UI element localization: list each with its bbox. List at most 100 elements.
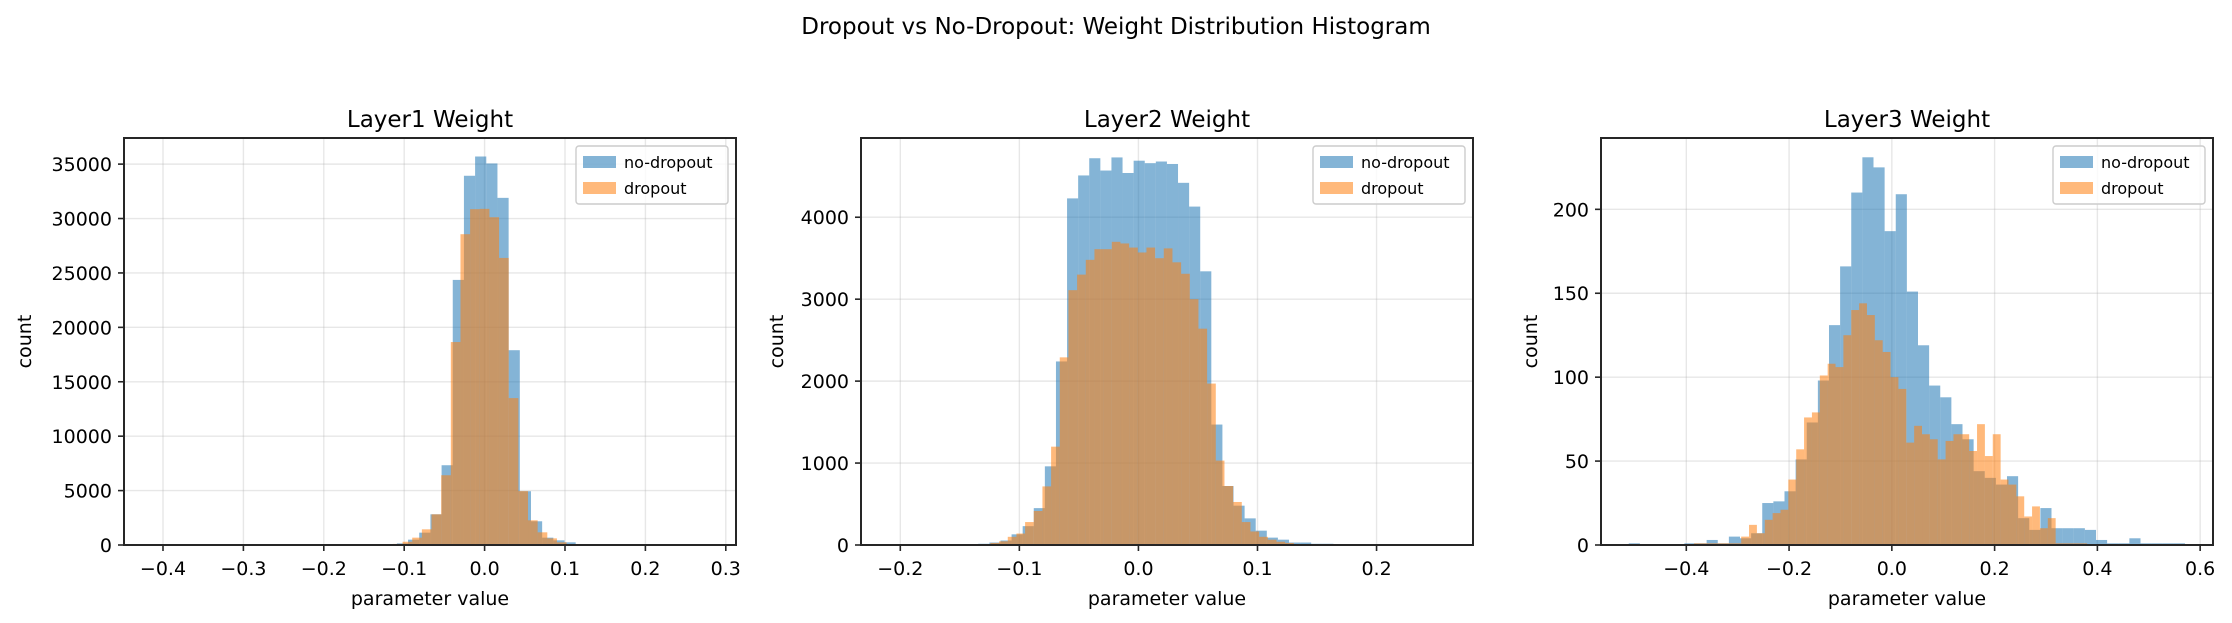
y-tick-label: 10000 xyxy=(52,426,112,448)
histogram-bar xyxy=(2040,508,2052,545)
histogram-bar xyxy=(1882,351,1891,545)
histogram-bar xyxy=(1953,434,1962,545)
histogram-bar xyxy=(1224,486,1234,545)
histogram-bar xyxy=(1267,539,1277,545)
histogram-bar xyxy=(999,541,1008,545)
histogram-bar xyxy=(431,514,442,545)
histogram-bar xyxy=(1706,539,1718,545)
series-dropout xyxy=(1694,303,2088,545)
subplot-1: −0.4 −0.3 −0.2 −0.1 0.0 0.1 0.2 0.3 0 5000 10000 15… xyxy=(14,107,741,610)
histogram-bar xyxy=(2024,516,2033,545)
histogram-bar xyxy=(1945,440,1954,545)
y-tick-label: 5000 xyxy=(64,481,112,503)
y-tick-label: 50 xyxy=(1565,451,1589,473)
histogram-bar xyxy=(1241,522,1251,545)
legend-label-dropout: dropout xyxy=(2101,179,2164,198)
histogram-bar xyxy=(1103,249,1112,545)
histogram-bar xyxy=(2000,479,2009,545)
histogram-bar xyxy=(1929,439,1938,545)
histogram-bar xyxy=(1906,442,1915,545)
legend: no-dropout dropout xyxy=(1312,145,1466,205)
histogram-bar xyxy=(1250,531,1260,545)
y-tick-label: 25000 xyxy=(52,263,112,285)
legend-label-no-dropout: no-dropout xyxy=(1361,153,1450,172)
histogram-bar xyxy=(489,217,500,545)
y-tick-label: 4000 xyxy=(801,207,849,229)
histogram-bar xyxy=(1922,434,1930,545)
histogram-bar xyxy=(2047,518,2056,545)
histogram-bar xyxy=(2084,529,2096,545)
histogram-bar xyxy=(1788,479,1797,545)
histogram-bar xyxy=(1749,524,1757,545)
histogram-bar xyxy=(1276,541,1286,545)
y-tick-label: 1000 xyxy=(801,453,849,475)
histogram-bar xyxy=(450,342,461,545)
subplot-title: Layer3 Weight xyxy=(1824,107,1990,133)
histogram-bar xyxy=(1189,299,1199,545)
legend: no-dropout dropout xyxy=(575,145,729,205)
histogram-bar xyxy=(1181,273,1190,545)
histogram-bar xyxy=(1937,459,1946,545)
y-tick-label: 200 xyxy=(1553,199,1589,221)
y-tick-label: 2000 xyxy=(801,371,849,393)
histogram-bar xyxy=(1890,377,1899,545)
y-tick-label: 3000 xyxy=(801,289,849,311)
y-axis-label: count xyxy=(1520,315,1542,369)
histogram-bar xyxy=(2008,484,2017,545)
legend-label-no-dropout: no-dropout xyxy=(2101,153,2190,172)
histogram-bar xyxy=(990,542,1000,545)
legend-swatch-no-dropout xyxy=(2060,156,2093,168)
legend-swatch-dropout xyxy=(2060,182,2093,194)
histogram-bar xyxy=(402,541,413,545)
histogram-bar xyxy=(1764,519,1773,545)
legend: no-dropout dropout xyxy=(2052,145,2206,205)
x-tick-label: 0.0 xyxy=(1123,558,1153,580)
histogram-bar xyxy=(1129,247,1138,545)
x-tick-label: −0.2 xyxy=(877,558,923,580)
histogram-bar xyxy=(1111,241,1121,545)
legend-swatch-no-dropout xyxy=(583,156,616,168)
histogram-bar xyxy=(564,542,576,545)
y-tick-label: 0 xyxy=(837,535,849,557)
histogram-bar xyxy=(1198,328,1208,545)
legend-swatch-dropout xyxy=(1320,182,1353,194)
y-tick-label: 150 xyxy=(1553,283,1589,305)
histogram-bar xyxy=(1094,249,1104,545)
histogram-bar xyxy=(1906,291,1918,545)
y-tick-label: 0 xyxy=(100,535,112,557)
legend-label-no-dropout: no-dropout xyxy=(624,153,713,172)
histogram-bar xyxy=(1796,449,1805,545)
histogram-bar xyxy=(1288,542,1301,545)
x-tick-label: 0.2 xyxy=(1980,558,2010,580)
x-axis-label: parameter value xyxy=(351,588,509,610)
x-tick-label: 0.1 xyxy=(550,558,580,580)
histogram-bar xyxy=(1843,335,1852,545)
histogram-bar xyxy=(1874,340,1883,545)
x-tick-label: 0.0 xyxy=(1877,558,1907,580)
histogram-bar xyxy=(499,257,509,545)
histogram-bar xyxy=(2062,528,2074,545)
x-tick-label: 0.1 xyxy=(1242,558,1272,580)
histogram-bar xyxy=(2129,538,2141,545)
histogram-bar xyxy=(2032,506,2040,545)
histogram-bar xyxy=(1300,542,1312,545)
series-dropout xyxy=(392,208,577,545)
x-tick-label: −0.1 xyxy=(381,558,427,580)
x-tick-label: 0.4 xyxy=(2082,558,2112,580)
figure-suptitle: Dropout vs No-Dropout: Weight Distributi… xyxy=(801,14,1431,40)
histogram-bar xyxy=(2039,528,2048,545)
histogram-bar xyxy=(1992,434,2001,545)
histogram-bar xyxy=(1033,510,1043,545)
histogram-bars xyxy=(1628,157,2185,545)
y-tick-label: 100 xyxy=(1553,367,1589,389)
histogram-bar xyxy=(1811,412,1820,545)
subplot-2: −0.2 −0.1 0.0 0.1 0.2 0 1000 2000 3000 4000 Layer2… xyxy=(766,107,1474,610)
histogram-bar xyxy=(1741,536,1750,545)
y-axis-label: count xyxy=(766,315,788,369)
histogram-bar xyxy=(1859,303,1867,545)
x-axis-label: parameter value xyxy=(1828,588,1986,610)
histogram-bar xyxy=(1895,194,1907,545)
histogram-bar xyxy=(1025,522,1034,545)
histogram-bars xyxy=(385,156,587,545)
x-tick-label: −0.2 xyxy=(1766,558,1812,580)
